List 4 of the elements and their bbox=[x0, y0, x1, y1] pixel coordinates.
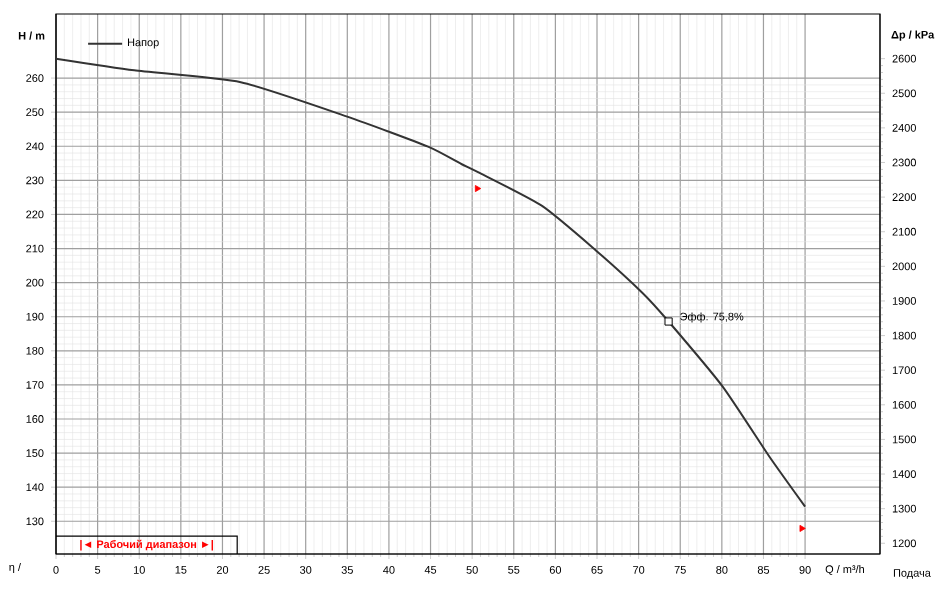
point bbox=[799, 524, 806, 532]
point bbox=[474, 185, 482, 193]
line-series bbox=[55, 57, 807, 508]
point bbox=[664, 317, 673, 326]
